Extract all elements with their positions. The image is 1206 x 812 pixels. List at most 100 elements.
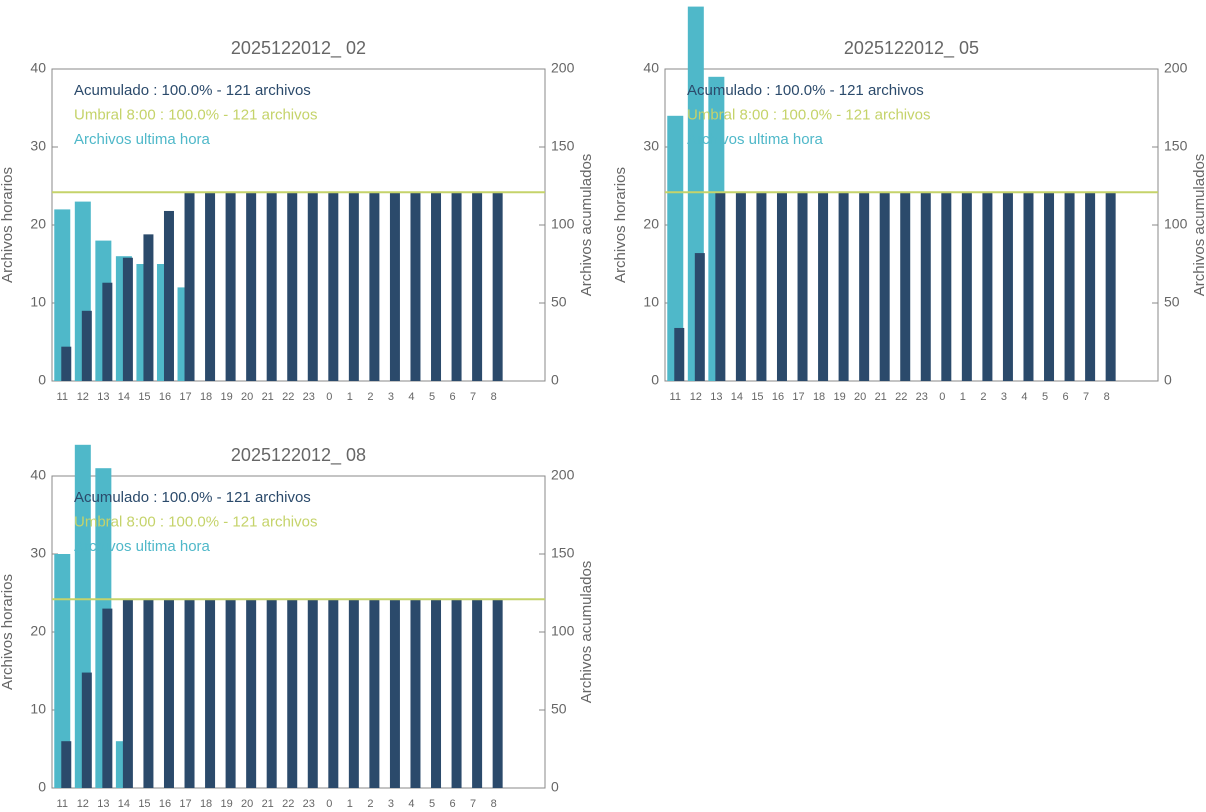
x-tick-label: 11 bbox=[57, 391, 68, 403]
x-tick-label: 15 bbox=[751, 391, 763, 403]
x-tick-label: 7 bbox=[1083, 391, 1089, 403]
x-tick-label: 20 bbox=[241, 391, 253, 403]
cumulative-bar bbox=[307, 192, 318, 381]
legend-entry: Umbral 8:00 : 100.0% - 121 archivos bbox=[74, 513, 317, 530]
cumulative-bar bbox=[287, 599, 298, 788]
x-tick-label: 8 bbox=[491, 391, 497, 403]
cumulative-bar bbox=[102, 608, 113, 788]
y-tick-label: 10 bbox=[643, 294, 659, 310]
y-axis-label: Archivos horarios bbox=[0, 574, 16, 690]
x-tick-label: 23 bbox=[303, 391, 315, 403]
x-tick-label: 20 bbox=[241, 798, 253, 810]
x-tick-label: 3 bbox=[388, 798, 394, 810]
cumulative-bar bbox=[756, 192, 767, 381]
cumulative-bar bbox=[369, 192, 380, 381]
legend-entry: Archivos ultima hora bbox=[74, 131, 211, 148]
x-tick-label: 12 bbox=[690, 391, 702, 403]
y-tick-label: 20 bbox=[30, 623, 46, 639]
x-tick-label: 15 bbox=[138, 391, 150, 403]
x-tick-label: 16 bbox=[772, 391, 784, 403]
cumulative-bar bbox=[941, 192, 952, 381]
x-tick-label: 8 bbox=[491, 798, 497, 810]
legend-entry: Archivos ultima hora bbox=[74, 538, 211, 555]
cumulative-bar bbox=[225, 599, 236, 788]
cumulative-bar bbox=[389, 599, 400, 788]
cumulative-bar bbox=[451, 599, 462, 788]
x-tick-label: 22 bbox=[282, 391, 294, 403]
cumulative-bar bbox=[348, 192, 359, 381]
cumulative-bar bbox=[674, 327, 685, 381]
cumulative-bar bbox=[776, 192, 787, 381]
cumulative-bar bbox=[205, 192, 216, 381]
y-axis-label: Archivos horarios bbox=[612, 167, 629, 283]
cumulative-bar bbox=[900, 192, 911, 381]
cumulative-bar bbox=[307, 599, 318, 788]
cumulative-bar bbox=[369, 599, 380, 788]
x-tick-label: 15 bbox=[138, 798, 150, 810]
x-tick-label: 11 bbox=[670, 391, 681, 403]
legend-entry: Umbral 8:00 : 100.0% - 121 archivos bbox=[687, 106, 930, 123]
x-tick-label: 5 bbox=[1042, 391, 1048, 403]
cumulative-bar bbox=[163, 599, 174, 788]
y-tick-label: 30 bbox=[30, 545, 46, 561]
chart-title: 2025122012_ 02 bbox=[231, 38, 366, 59]
x-tick-label: 5 bbox=[429, 798, 435, 810]
cumulative-bar bbox=[431, 599, 442, 788]
cumulative-bar bbox=[694, 253, 705, 381]
x-tick-label: 18 bbox=[200, 798, 212, 810]
x-tick-label: 12 bbox=[77, 391, 89, 403]
y2-tick-label: 150 bbox=[1164, 138, 1188, 154]
cumulative-bar bbox=[492, 192, 503, 381]
x-tick-label: 13 bbox=[97, 391, 109, 403]
cumulative-bar bbox=[472, 599, 483, 788]
cumulative-bar bbox=[410, 192, 421, 381]
x-tick-label: 1 bbox=[347, 798, 353, 810]
y-tick-label: 20 bbox=[30, 216, 46, 232]
cumulative-bar bbox=[879, 192, 890, 381]
cumulative-bar bbox=[1002, 192, 1013, 381]
x-tick-label: 19 bbox=[220, 391, 232, 403]
x-tick-label: 11 bbox=[57, 798, 68, 810]
x-tick-label: 1 bbox=[960, 391, 966, 403]
cumulative-bar bbox=[389, 192, 400, 381]
cumulative-bar bbox=[961, 192, 972, 381]
legend-entry: Acumulado : 100.0% - 121 archivos bbox=[74, 489, 311, 506]
hourly-bar bbox=[667, 115, 684, 382]
cumulative-bar bbox=[920, 192, 931, 381]
y2-tick-label: 100 bbox=[551, 216, 575, 232]
y2-tick-label: 200 bbox=[551, 467, 575, 483]
cumulative-bar bbox=[410, 599, 421, 788]
x-tick-label: 8 bbox=[1104, 391, 1110, 403]
x-tick-label: 19 bbox=[220, 798, 232, 810]
cumulative-bar bbox=[1105, 192, 1116, 381]
x-tick-label: 6 bbox=[1063, 391, 1069, 403]
x-tick-label: 4 bbox=[408, 391, 414, 403]
cumulative-bar bbox=[246, 192, 257, 381]
cumulative-bar bbox=[797, 192, 808, 381]
x-tick-label: 13 bbox=[97, 798, 109, 810]
x-tick-label: 3 bbox=[388, 391, 394, 403]
legend-entry: Umbral 8:00 : 100.0% - 121 archivos bbox=[74, 106, 317, 123]
y-tick-label: 10 bbox=[30, 701, 46, 717]
x-tick-label: 19 bbox=[833, 391, 845, 403]
cumulative-bar bbox=[246, 599, 257, 788]
cumulative-bar bbox=[492, 599, 503, 788]
cumulative-bar bbox=[982, 192, 993, 381]
x-tick-label: 21 bbox=[262, 391, 274, 403]
x-tick-label: 2 bbox=[980, 391, 986, 403]
x-tick-label: 12 bbox=[77, 798, 89, 810]
x-tick-label: 16 bbox=[159, 798, 171, 810]
y2-tick-label: 200 bbox=[1164, 60, 1188, 76]
x-tick-label: 7 bbox=[470, 798, 476, 810]
cumulative-bar bbox=[1085, 192, 1096, 381]
x-tick-label: 0 bbox=[326, 798, 332, 810]
x-tick-label: 17 bbox=[792, 391, 804, 403]
cumulative-bar bbox=[184, 192, 195, 381]
x-tick-label: 14 bbox=[118, 798, 130, 810]
legend-entry: Acumulado : 100.0% - 121 archivos bbox=[74, 82, 311, 99]
cumulative-bar bbox=[81, 310, 92, 381]
y-tick-label: 40 bbox=[643, 60, 659, 76]
x-tick-label: 14 bbox=[118, 391, 130, 403]
x-tick-label: 23 bbox=[916, 391, 928, 403]
y2-tick-label: 50 bbox=[1164, 294, 1180, 310]
